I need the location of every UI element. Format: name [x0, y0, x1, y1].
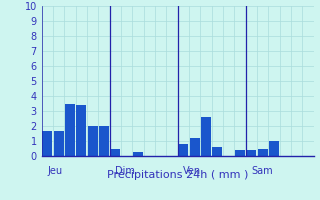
Text: Jeu: Jeu — [47, 166, 62, 176]
Bar — [178, 144, 188, 156]
Text: Sam: Sam — [251, 166, 273, 176]
Bar — [235, 150, 245, 156]
Bar — [99, 126, 109, 156]
Bar — [201, 117, 211, 156]
Bar — [53, 130, 64, 156]
Bar — [212, 147, 222, 156]
Bar — [87, 126, 98, 156]
Bar — [110, 148, 120, 156]
Bar — [189, 138, 200, 156]
Text: Ven: Ven — [183, 166, 201, 176]
Bar — [65, 104, 75, 156]
Bar — [42, 130, 52, 156]
Bar — [76, 105, 86, 156]
Bar — [258, 148, 268, 156]
Bar — [133, 152, 143, 156]
Bar — [246, 150, 256, 156]
Text: Dim: Dim — [115, 166, 135, 176]
X-axis label: Précipitations 24h ( mm ): Précipitations 24h ( mm ) — [107, 170, 248, 180]
Bar — [269, 141, 279, 156]
